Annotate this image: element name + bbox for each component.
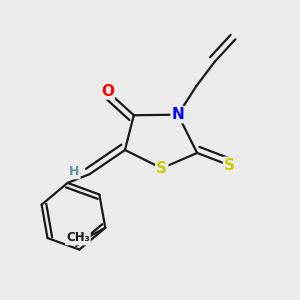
Text: H: H bbox=[69, 165, 80, 178]
Text: N: N bbox=[172, 107, 184, 122]
Text: CH₃: CH₃ bbox=[66, 231, 90, 244]
Text: S: S bbox=[224, 158, 235, 173]
Text: S: S bbox=[156, 161, 167, 176]
Text: O: O bbox=[101, 84, 114, 99]
